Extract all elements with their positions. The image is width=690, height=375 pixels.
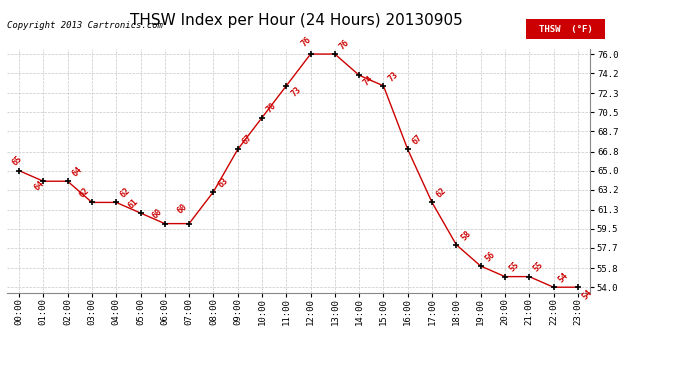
Text: 55: 55 bbox=[532, 260, 545, 274]
Text: 65: 65 bbox=[11, 154, 24, 168]
Text: 54: 54 bbox=[580, 288, 594, 301]
Text: 76: 76 bbox=[337, 38, 351, 51]
Text: 64: 64 bbox=[32, 179, 46, 192]
Text: 54: 54 bbox=[556, 271, 570, 284]
Text: Copyright 2013 Cartronics.com: Copyright 2013 Cartronics.com bbox=[7, 21, 163, 30]
Text: 60: 60 bbox=[151, 207, 164, 221]
Text: 67: 67 bbox=[411, 133, 424, 147]
Text: 55: 55 bbox=[508, 260, 521, 274]
Text: 62: 62 bbox=[78, 186, 92, 200]
Text: 67: 67 bbox=[241, 133, 254, 147]
Text: 56: 56 bbox=[484, 250, 497, 263]
Text: 63: 63 bbox=[216, 176, 230, 189]
Text: THSW Index per Hour (24 Hours) 20130905: THSW Index per Hour (24 Hours) 20130905 bbox=[130, 13, 463, 28]
Text: 64: 64 bbox=[70, 165, 84, 178]
Text: 74: 74 bbox=[362, 74, 375, 88]
Text: 62: 62 bbox=[435, 186, 448, 200]
Text: 76: 76 bbox=[299, 35, 313, 48]
Text: 60: 60 bbox=[175, 202, 188, 215]
Text: THSW  (°F): THSW (°F) bbox=[539, 25, 592, 34]
Text: 58: 58 bbox=[459, 229, 473, 242]
Text: 73: 73 bbox=[289, 85, 302, 98]
Text: 62: 62 bbox=[119, 186, 132, 200]
Text: 61: 61 bbox=[127, 197, 140, 210]
Text: 73: 73 bbox=[386, 70, 400, 83]
Text: 70: 70 bbox=[265, 101, 278, 115]
